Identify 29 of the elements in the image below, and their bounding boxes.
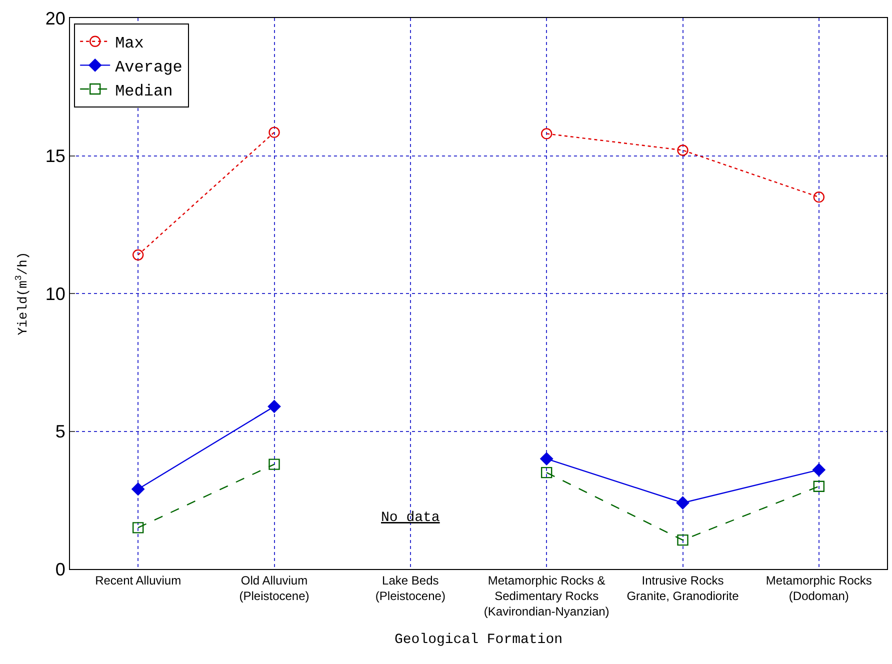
y-tick-label: 10 [45, 284, 66, 304]
point [813, 480, 825, 492]
x-tick-label: Intrusive Rocks Granite, Granodiorite [626, 573, 740, 603]
legend-label: Max [115, 34, 144, 53]
point [132, 482, 145, 496]
x-axis-title: Geological Formation [394, 632, 563, 648]
point [132, 249, 144, 261]
x-tick-label: Metamorphic Rocks (Dodoman) [766, 573, 872, 603]
point [268, 458, 280, 470]
point [540, 452, 554, 466]
x-tick-label: Recent Alluvium [95, 573, 182, 588]
y-tick-label: 5 [55, 422, 66, 442]
x-tick-label: Metamorphic Rocks & Sedimentary Rocks (Kavirondian-Nyanzian) [484, 573, 610, 619]
point [268, 400, 281, 413]
legend-label: Average [115, 58, 182, 76]
point [540, 128, 552, 140]
point [268, 126, 280, 138]
point [132, 522, 144, 534]
y-tick-label: 15 [45, 146, 66, 166]
x-tick-label: Lake Beds (Pleistocene) [375, 573, 446, 603]
x-tick-label: Old Alluvium (Pleistocene) [239, 573, 310, 603]
legend-label: Median [115, 82, 173, 100]
y-tick-label: 20 [45, 8, 66, 28]
annotation: No data [381, 510, 440, 526]
point [676, 496, 690, 510]
y-tick-label: 0 [55, 559, 66, 580]
point [677, 534, 688, 546]
point [812, 463, 826, 476]
point [540, 466, 552, 478]
